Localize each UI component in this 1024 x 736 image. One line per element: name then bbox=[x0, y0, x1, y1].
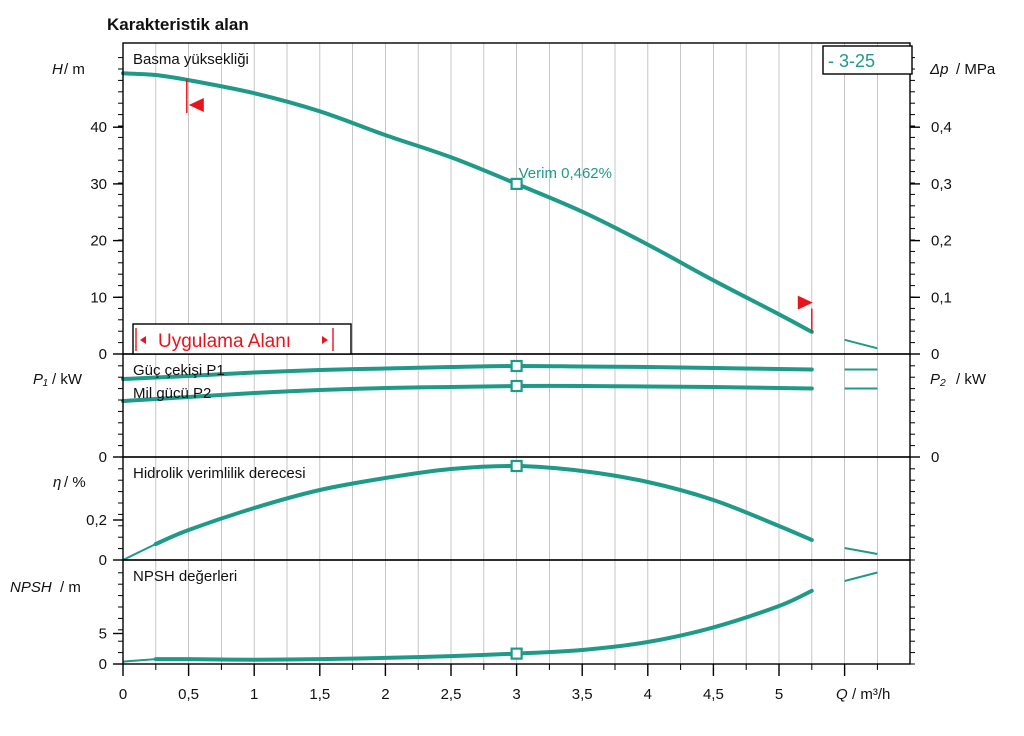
y-tick-label: 0,2 bbox=[86, 512, 107, 529]
y-tick-label: 0 bbox=[99, 656, 107, 673]
y-tick-label: 0 bbox=[99, 449, 107, 466]
x-tick-label: 1 bbox=[250, 686, 258, 703]
series-lead bbox=[122, 543, 157, 561]
x-tick-label: 0,5 bbox=[178, 686, 199, 703]
x-tick-label: 2 bbox=[381, 686, 389, 703]
y-axis-unit: / m bbox=[64, 61, 85, 78]
y2-tick-label: 0,1 bbox=[931, 289, 952, 306]
x-tick-label: 4,5 bbox=[703, 686, 724, 703]
y-tick-label: 5 bbox=[99, 626, 107, 643]
y2-tick-label: 0,4 bbox=[931, 119, 952, 136]
range-left-arrow-icon bbox=[140, 336, 146, 344]
duty-point-label: Verim 0,462% bbox=[519, 165, 612, 182]
series-tail bbox=[844, 338, 878, 350]
y2-tick-label: 0,3 bbox=[931, 176, 952, 193]
y-axis-unit: / m bbox=[60, 579, 81, 596]
model-label-box bbox=[822, 45, 913, 75]
x-axis-symbol: Q bbox=[836, 686, 848, 703]
duty-point bbox=[510, 177, 523, 190]
y-tick-label: 30 bbox=[90, 176, 107, 193]
series-label: Güç çekişi P1 bbox=[133, 362, 225, 379]
series-tail bbox=[844, 547, 878, 555]
y2-tick-label: 0 bbox=[931, 346, 939, 363]
series-point bbox=[510, 359, 523, 373]
series-point bbox=[510, 647, 523, 660]
series-line bbox=[121, 71, 814, 334]
chart-title: Karakteristik alan bbox=[107, 15, 249, 34]
y2-axis-unit: / kW bbox=[956, 371, 987, 388]
panel-title: Basma yüksekliği bbox=[133, 51, 249, 68]
curves bbox=[121, 71, 878, 663]
model-label: - 3-25 bbox=[828, 51, 875, 71]
y-axis-unit: / % bbox=[64, 474, 86, 491]
x-tick-label: 2,5 bbox=[441, 686, 462, 703]
y2-tick-label: 0,2 bbox=[931, 233, 952, 250]
series-tail bbox=[844, 571, 878, 582]
y-tick-label: 0 bbox=[99, 346, 107, 363]
series-point bbox=[510, 379, 523, 393]
y2-tick-label: 0 bbox=[931, 449, 939, 466]
y2-axis-symbol: Δp bbox=[929, 61, 948, 78]
y2-axis-unit: / MPa bbox=[956, 61, 996, 78]
y-tick-label: 10 bbox=[90, 289, 107, 306]
y-tick-label: 20 bbox=[90, 233, 107, 250]
series-line bbox=[121, 363, 814, 381]
y-axis-symbol: H bbox=[52, 61, 63, 78]
x-axis-unit: / m³/h bbox=[852, 686, 890, 703]
application-range-label: Uygulama Alanı bbox=[158, 331, 291, 352]
series-lead bbox=[122, 658, 156, 663]
y-tick-label: 40 bbox=[90, 119, 107, 136]
frame bbox=[113, 42, 920, 676]
y2-axis-symbol: P₂ bbox=[930, 371, 946, 388]
x-tick-label: 3,5 bbox=[572, 686, 593, 703]
y-axis-symbol: P₁ bbox=[33, 371, 48, 388]
x-tick-label: 5 bbox=[775, 686, 783, 703]
series-line bbox=[153, 588, 814, 662]
range-right-arrow-icon bbox=[322, 336, 328, 344]
y-axis-symbol: NPSH bbox=[10, 579, 52, 596]
x-tick-label: 3 bbox=[512, 686, 520, 703]
x-tick-label: 4 bbox=[644, 686, 652, 703]
x-tick-label: 0 bbox=[119, 686, 127, 703]
application-range-box bbox=[132, 323, 352, 355]
range-limit-right-icon bbox=[797, 295, 813, 310]
y-axis-symbol: η bbox=[53, 474, 61, 491]
panel-title: Hidrolik verimlilik derecesi bbox=[133, 465, 306, 482]
series-line bbox=[153, 463, 814, 546]
series-label: Mil gücü P2 bbox=[133, 385, 211, 402]
panel-title: NPSH değerleri bbox=[133, 568, 237, 585]
y-tick-label: 0 bbox=[99, 552, 107, 569]
range-limit-left-icon bbox=[188, 98, 204, 113]
series-line bbox=[121, 383, 814, 403]
x-tick-label: 1,5 bbox=[309, 686, 330, 703]
y-axis-unit: / kW bbox=[52, 371, 83, 388]
series-point bbox=[510, 459, 523, 473]
